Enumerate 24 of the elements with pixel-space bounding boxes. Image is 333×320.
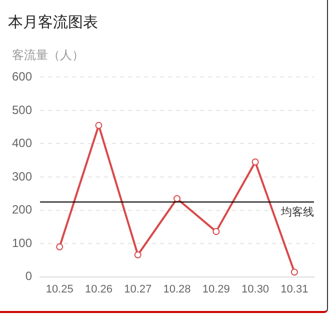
y-tick-label: 0 <box>25 269 32 284</box>
y-axis-title: 客流量（人） <box>12 47 84 64</box>
y-tick-label: 100 <box>12 236 32 250</box>
x-tick-label: 10.27 <box>124 283 152 296</box>
point <box>174 195 181 202</box>
y-tick-label: 200 <box>12 202 32 217</box>
y-tick-label: 300 <box>12 169 32 184</box>
y-tick-label: 400 <box>12 136 32 150</box>
point <box>212 228 220 236</box>
point <box>134 251 142 258</box>
chart-title: 本月客流图表 <box>8 13 98 32</box>
x-tick-label: 10.31 <box>280 283 308 296</box>
ref-line-label: 均客线 <box>280 205 314 218</box>
x-tick-label: 10.28 <box>163 283 191 296</box>
point <box>95 122 102 129</box>
x-tick-label: 10.29 <box>202 283 230 296</box>
point <box>290 268 298 276</box>
y-tick-label: 600 <box>12 70 32 84</box>
x-tick-label: 10.30 <box>242 283 270 296</box>
y-tick-label: 500 <box>12 102 32 117</box>
x-tick-label: 10.25 <box>46 283 74 296</box>
point <box>252 158 259 166</box>
x-tick-label: 10.26 <box>84 283 112 296</box>
point <box>56 243 64 250</box>
